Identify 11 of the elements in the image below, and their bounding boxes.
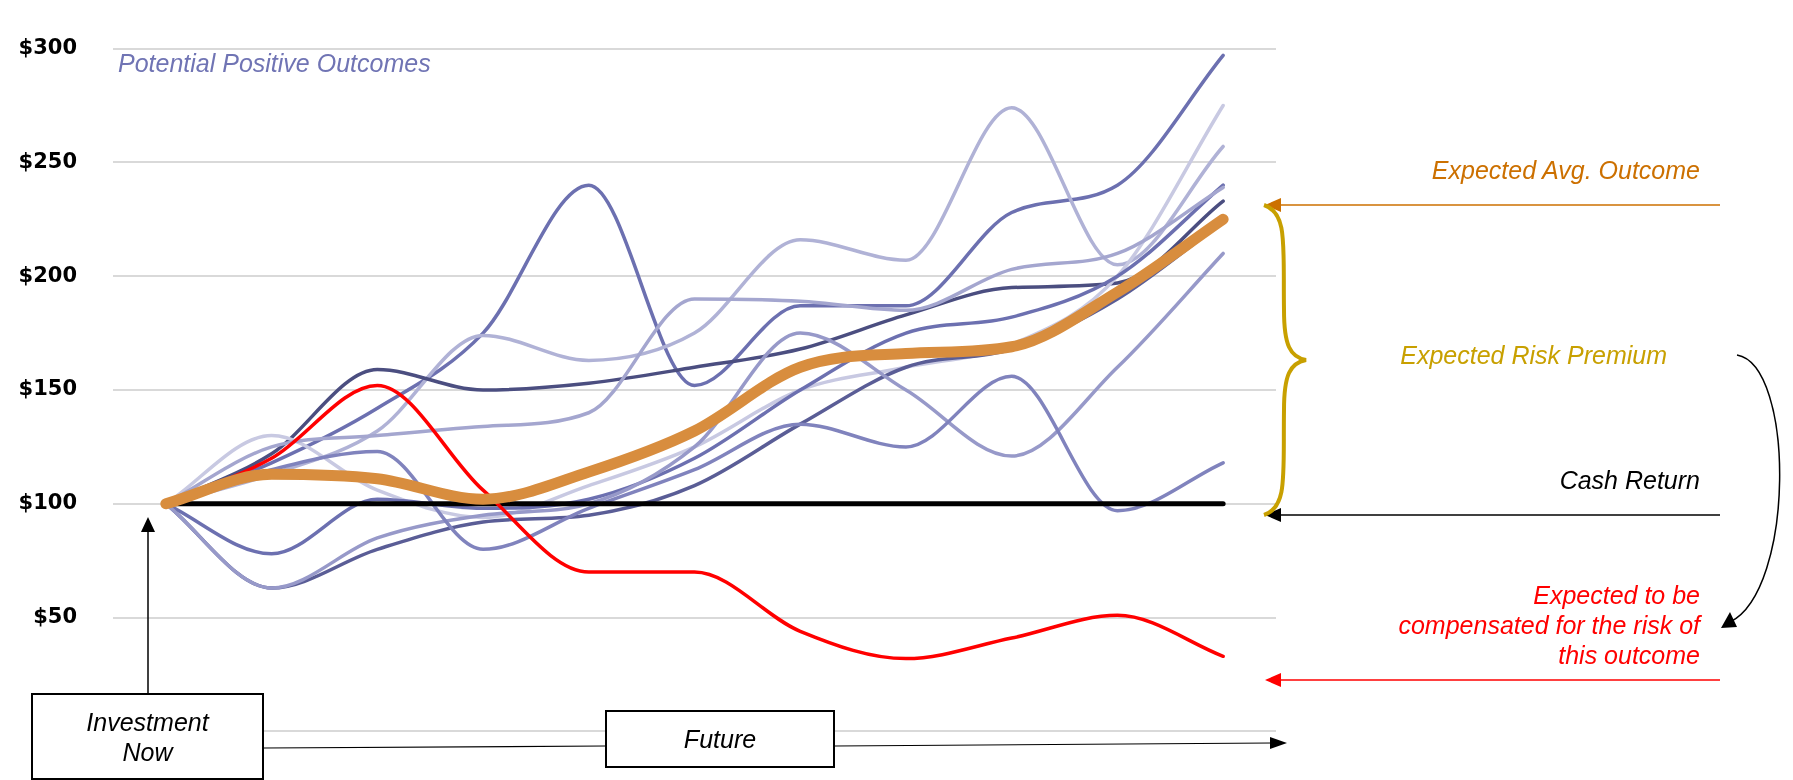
text: Expected Risk Premium (1400, 340, 1667, 370)
text: Cash Return (1559, 465, 1700, 495)
y-tick-label: $150 (18, 376, 77, 401)
annotation: Potential Positive Outcomes (118, 48, 431, 78)
y-tick-label: $200 (18, 262, 77, 287)
y-tick-label: $100 (18, 490, 77, 515)
text: Expected to be compensated for the risk of this outcome (1397, 580, 1700, 670)
text: Expected Avg. Outcome (1431, 155, 1700, 185)
y-tick-label: $250 (18, 148, 77, 173)
y-tick-label: $300 (18, 35, 77, 60)
y-tick-label: $50 (33, 604, 77, 629)
